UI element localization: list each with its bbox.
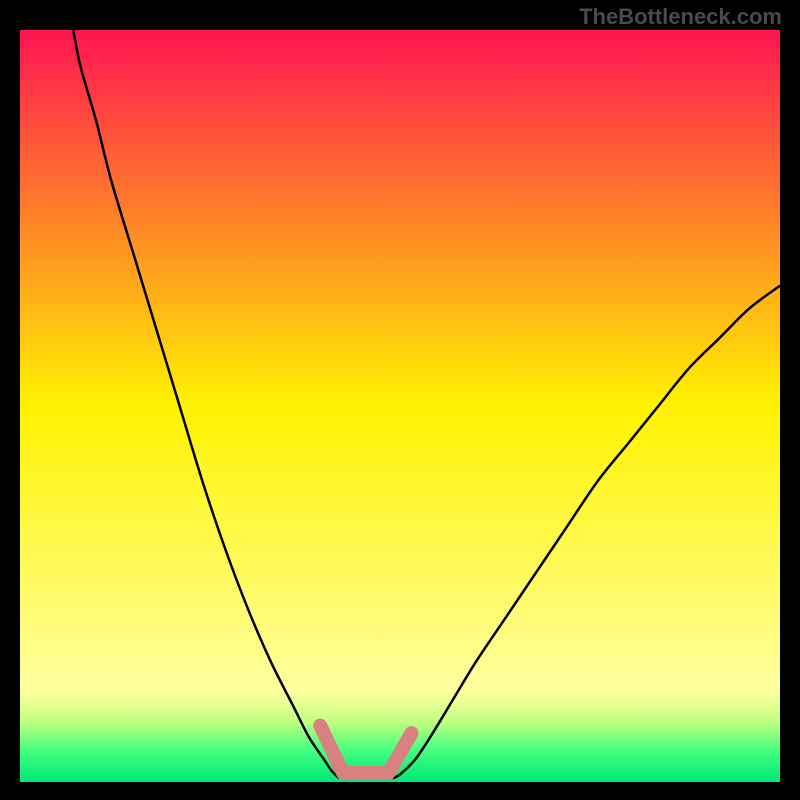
plot-area: [20, 30, 780, 782]
watermark-text: TheBottleneck.com: [579, 4, 782, 30]
bottleneck-curve-chart: [0, 0, 800, 800]
chart-container: TheBottleneck.com: [0, 0, 800, 800]
